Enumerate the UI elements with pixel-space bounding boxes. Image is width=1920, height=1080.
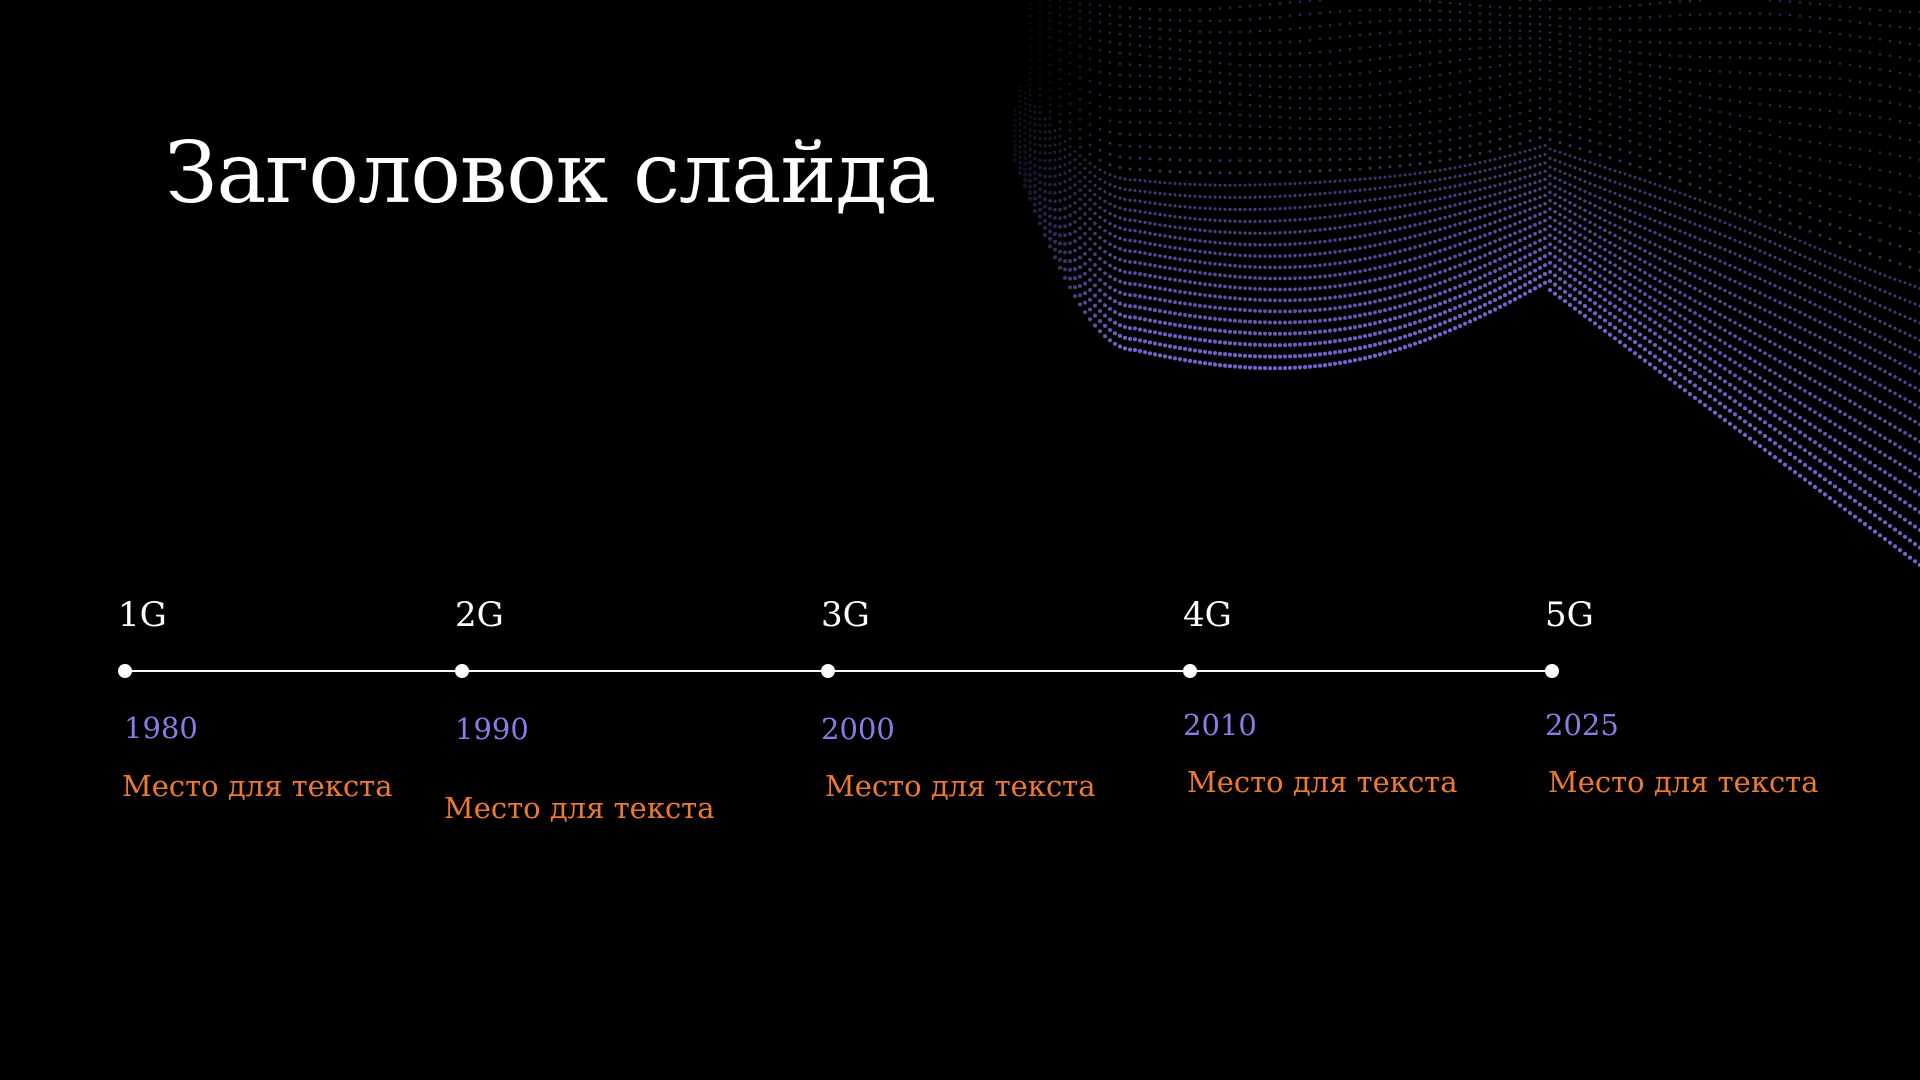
timeline-node-5 <box>1545 664 1559 678</box>
generation-label-5: 5G <box>1545 595 1594 635</box>
timeline-node-1 <box>118 664 132 678</box>
timeline-node-2 <box>455 664 469 678</box>
generation-label-2: 2G <box>455 595 504 635</box>
year-label-2: 1990 <box>455 712 529 746</box>
year-label-1: 1980 <box>124 711 198 745</box>
slide-title: Заголовок слайда <box>165 124 936 222</box>
timeline-line <box>125 670 1552 672</box>
year-label-4: 2010 <box>1183 708 1257 742</box>
caption-text-3: Место для текста <box>825 769 1096 803</box>
caption-text-2: Место для текста <box>444 791 715 825</box>
generation-label-4: 4G <box>1183 595 1232 635</box>
timeline-node-4 <box>1183 664 1197 678</box>
caption-text-1: Место для текста <box>122 769 393 803</box>
generation-label-3: 3G <box>821 595 870 635</box>
generation-label-1: 1G <box>118 595 167 635</box>
caption-text-5: Место для текста <box>1548 765 1819 799</box>
year-label-3: 2000 <box>821 712 895 746</box>
year-label-5: 2025 <box>1545 708 1619 742</box>
caption-text-4: Место для текста <box>1187 765 1458 799</box>
timeline-node-3 <box>821 664 835 678</box>
